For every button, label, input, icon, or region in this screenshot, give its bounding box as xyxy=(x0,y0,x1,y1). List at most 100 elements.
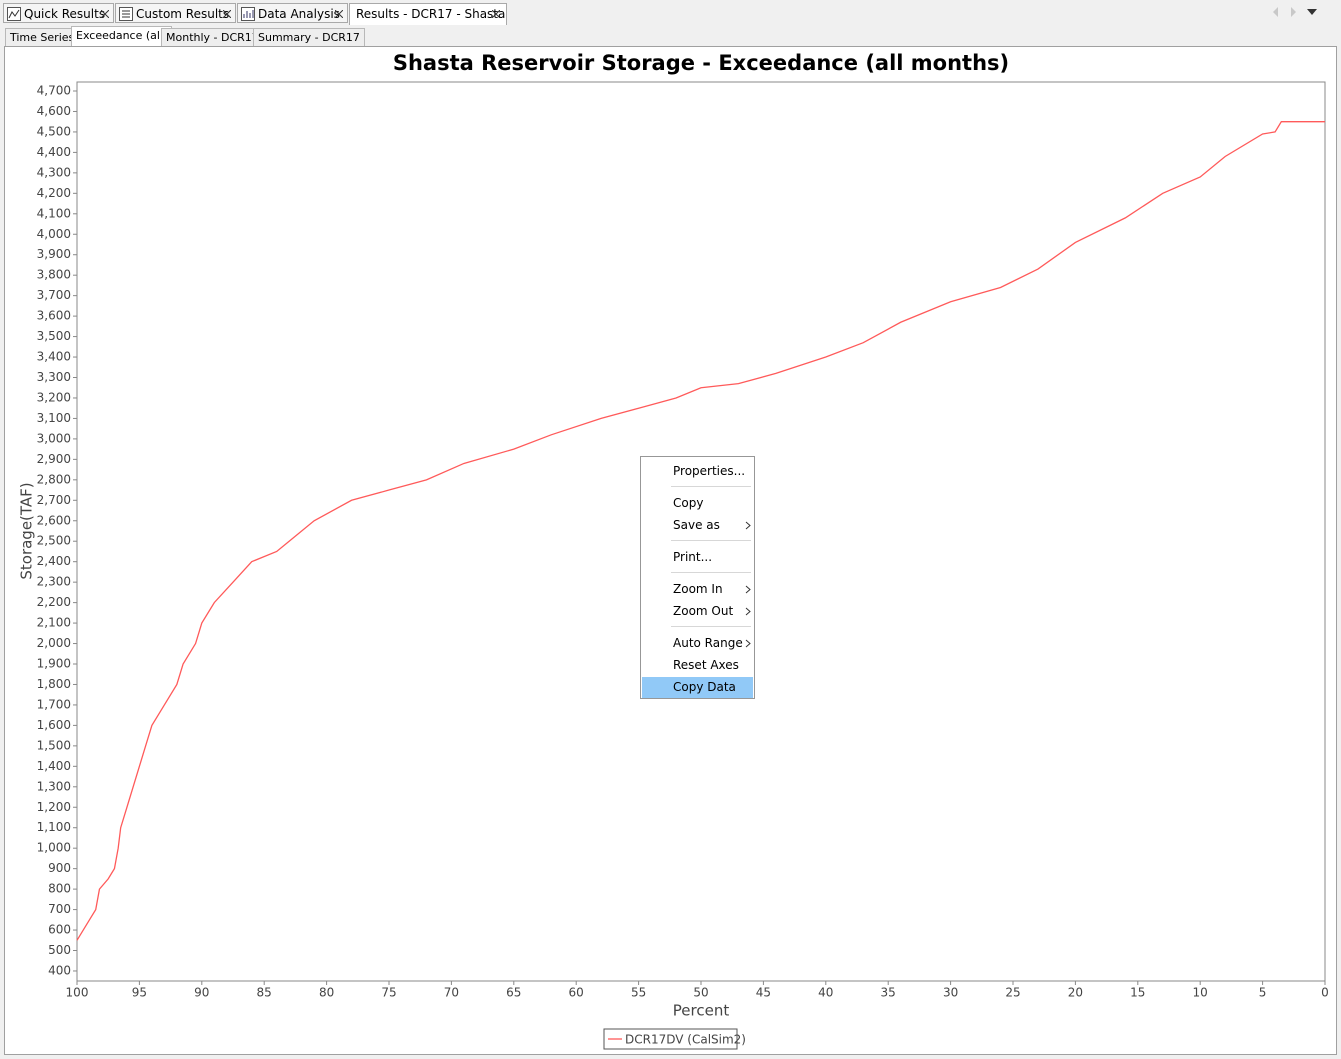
context-menu: Properties... Copy Save as Print... Zoom… xyxy=(640,456,755,699)
x-tick-label: 70 xyxy=(444,986,459,1000)
y-tick-label: 500 xyxy=(48,943,71,957)
y-tick-label: 700 xyxy=(48,902,71,916)
x-tick-label: 90 xyxy=(194,986,209,1000)
x-tick-label: 100 xyxy=(66,986,89,1000)
menu-label: Auto Range xyxy=(673,636,743,650)
y-tick-label: 3,800 xyxy=(37,268,71,282)
x-tick-label: 10 xyxy=(1193,986,1208,1000)
tab-label: Data Analysis xyxy=(258,7,340,21)
menu-item[interactable]: Zoom In xyxy=(642,579,753,600)
menu-item[interactable]: Copy Data xyxy=(642,677,753,698)
tab[interactable]: Custom Results xyxy=(115,3,236,23)
y-tick-label: 1,000 xyxy=(37,841,71,855)
y-tick-label: 2,300 xyxy=(37,575,71,589)
y-tick-label: 1,800 xyxy=(37,677,71,691)
y-tick-label: 2,000 xyxy=(37,636,71,650)
y-tick-label: 3,200 xyxy=(37,390,71,404)
y-tick-label: 3,700 xyxy=(37,288,71,302)
menu-item[interactable]: Zoom Out xyxy=(642,601,753,622)
separator xyxy=(671,626,751,627)
separator xyxy=(671,486,751,487)
y-tick-label: 3,900 xyxy=(37,247,71,261)
subtab[interactable]: Exceedance (all) xyxy=(71,26,173,47)
x-tick-label: 20 xyxy=(1068,986,1083,1000)
x-tick-label: 55 xyxy=(631,986,646,1000)
y-tick-label: 4,200 xyxy=(37,186,71,200)
menu-item[interactable]: Reset Axes xyxy=(673,658,739,672)
subtab[interactable]: Time Series xyxy=(5,28,80,47)
y-tick-label: 600 xyxy=(48,923,71,937)
separator xyxy=(671,540,751,541)
x-tick-label: 30 xyxy=(943,986,958,1000)
y-tick-label: 1,200 xyxy=(37,800,71,814)
y-tick-label: 2,600 xyxy=(37,513,71,527)
separator xyxy=(671,572,751,573)
tab-label: Quick Results xyxy=(24,7,106,21)
legend-box xyxy=(603,1028,738,1050)
y-tick-label: 4,400 xyxy=(37,145,71,159)
x-tick-label: 45 xyxy=(756,986,771,1000)
x-tick-label: 85 xyxy=(257,986,272,1000)
y-tick-label: 4,000 xyxy=(37,227,71,241)
y-tick-label: 2,900 xyxy=(37,452,71,466)
y-tick-label: 4,500 xyxy=(37,124,71,138)
x-axis-label: Percent xyxy=(673,1002,730,1020)
y-tick-label: 900 xyxy=(48,861,71,875)
y-tick-label: 1,900 xyxy=(37,657,71,671)
y-tick-label: 4,600 xyxy=(37,104,71,118)
y-tick-label: 4,700 xyxy=(37,84,71,98)
x-tick-label: 35 xyxy=(881,986,896,1000)
x-tick-label: 40 xyxy=(818,986,833,1000)
y-tick-label: 3,000 xyxy=(37,431,71,445)
y-tick-label: 2,100 xyxy=(37,616,71,630)
y-tick-label: 2,400 xyxy=(37,554,71,568)
tab[interactable]: Data Analysis xyxy=(237,3,348,23)
y-tick-label: 4,100 xyxy=(37,206,71,220)
y-tick-label: 2,500 xyxy=(37,534,71,548)
tab[interactable]: Results - DCR17 - Shasta xyxy=(349,3,507,25)
series-line xyxy=(76,121,1325,941)
chart-panel: Shasta Reservoir Storage - Exceedance (a… xyxy=(4,46,1337,1055)
x-tick-label: 60 xyxy=(569,986,584,1000)
y-tick-label: 1,400 xyxy=(37,759,71,773)
y-tick-label: 400 xyxy=(48,963,71,977)
y-tick-label: 2,200 xyxy=(37,595,71,609)
menu-item[interactable]: Auto Range xyxy=(642,633,753,654)
y-tick-label: 1,700 xyxy=(37,697,71,711)
menu-label: Zoom In xyxy=(673,582,723,596)
menu-label: Zoom Out xyxy=(673,604,734,618)
menu-item[interactable]: Properties... xyxy=(673,464,746,478)
x-tick-label: 5 xyxy=(1259,986,1267,1000)
chart-title: Shasta Reservoir Storage - Exceedance (a… xyxy=(393,51,1009,75)
y-tick-label: 3,100 xyxy=(37,411,71,425)
tab-label: Results - DCR17 - Shasta xyxy=(356,7,506,21)
tab-label: Custom Results xyxy=(136,7,230,21)
y-tick-label: 1,300 xyxy=(37,779,71,793)
y-tick-label: 2,800 xyxy=(37,472,71,486)
menu-item[interactable]: Save as xyxy=(642,515,753,536)
menu-label: Save as xyxy=(673,518,720,532)
legend-label: DCR17DV (CalSim2) xyxy=(625,1033,746,1047)
y-tick-label: 800 xyxy=(48,882,71,896)
menu-item[interactable]: Print... xyxy=(673,550,713,564)
menu-item[interactable]: Copy xyxy=(673,496,704,510)
y-tick-label: 3,500 xyxy=(37,329,71,343)
y-tick-label: 1,100 xyxy=(37,820,71,834)
y-tick-label: 1,600 xyxy=(37,718,71,732)
x-tick-label: 15 xyxy=(1130,986,1145,1000)
x-tick-label: 95 xyxy=(132,986,147,1000)
subtab[interactable]: Summary - DCR17 xyxy=(253,28,365,47)
x-tick-label: 50 xyxy=(693,986,708,1000)
tab[interactable]: Quick Results xyxy=(3,3,114,23)
tab-nav[interactable] xyxy=(1270,6,1326,18)
y-tick-label: 3,600 xyxy=(37,309,71,323)
y-axis-label: Storage(TAF) xyxy=(18,482,36,579)
y-tick-label: 3,300 xyxy=(37,370,71,384)
subtab[interactable]: Monthly - DCR17 xyxy=(161,28,264,47)
x-tick-label: 25 xyxy=(1005,986,1020,1000)
x-tick-label: 80 xyxy=(319,986,334,1000)
x-tick-label: 65 xyxy=(506,986,521,1000)
y-tick-label: 3,400 xyxy=(37,350,71,364)
y-tick-label: 1,500 xyxy=(37,738,71,752)
